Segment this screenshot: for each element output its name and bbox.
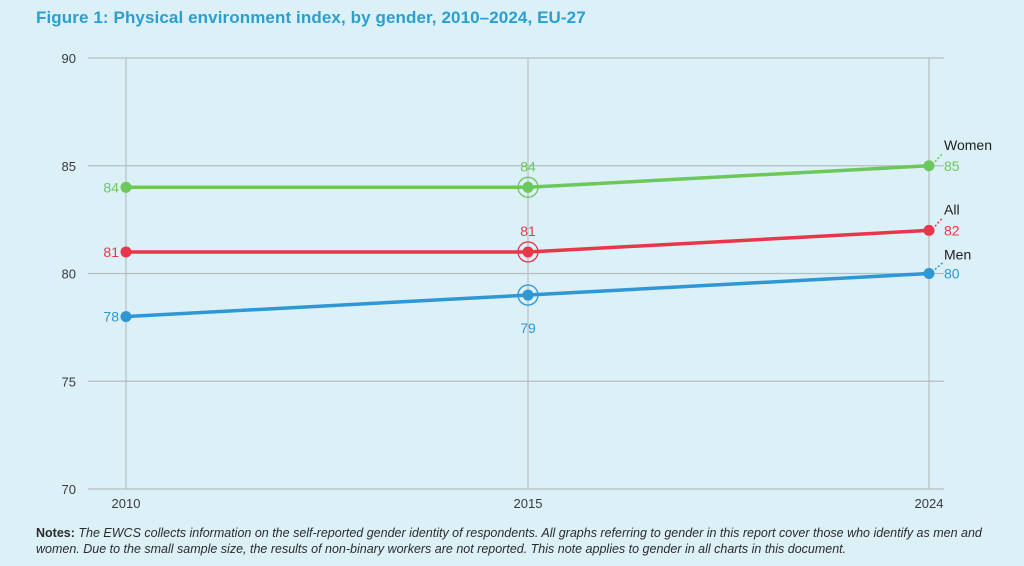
leader-women [934,152,944,163]
data-label-men: 80 [944,266,960,282]
chart-title: Figure 1: Physical environment index, by… [36,8,586,27]
series-name-women: Women [944,137,992,153]
data-point-men [120,311,132,323]
series [120,160,935,323]
y-tick-label: 75 [62,374,76,389]
series-name-all: All [944,201,960,217]
data-point-women [923,160,935,172]
data-label-all: 82 [944,222,960,238]
y-tick-label: 70 [62,482,76,497]
data-point-women [522,181,534,193]
data-label-all: 81 [520,223,536,239]
data-point-men [522,289,534,301]
point-ring-women [517,176,539,198]
data-label-women: 84 [103,179,119,195]
point-ring-men [517,284,539,306]
data-labels: 84 84 85 Women 81 81 82 All 78 79 80 Men [103,137,992,336]
data-label-men: 78 [103,309,119,325]
x-tick-label: 2015 [514,496,543,511]
data-label-women: 85 [944,158,960,174]
x-tick-label: 2024 [915,496,944,511]
data-point-women [120,181,132,193]
data-label-women: 84 [520,158,536,174]
leader-all [934,216,944,227]
point-ring-all [517,241,539,263]
data-point-all [923,224,935,236]
data-point-all [522,246,534,258]
data-point-men [923,268,935,279]
y-tick-label: 85 [62,159,76,174]
axes: 70 75 80 85 90 2010 2015 2024 [62,51,944,511]
series-name-men: Men [944,247,971,263]
grid [88,57,944,490]
data-point-all [120,246,132,258]
data-label-men: 79 [520,320,536,336]
y-tick-label: 80 [62,267,76,282]
x-tick-label: 2010 [112,496,141,511]
y-tick-label: 90 [62,51,76,66]
notes-text: The EWCS collects information on the sel… [36,526,982,556]
data-label-all: 81 [103,244,119,260]
leader-men [934,261,944,271]
notes: Notes: The EWCS collects information on … [36,525,1016,557]
notes-label: Notes: [36,526,75,540]
line-chart: 70 75 80 85 90 2010 2015 2024 84 84 85 Women 81 81 82… [62,51,992,511]
